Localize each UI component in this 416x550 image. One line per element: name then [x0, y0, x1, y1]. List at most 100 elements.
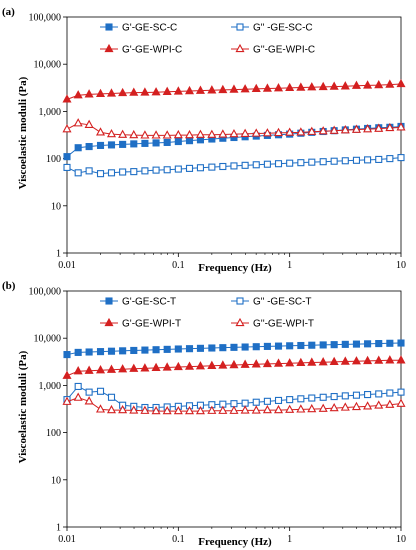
data-point [251, 359, 261, 368]
data-point [297, 395, 305, 403]
data-point [195, 405, 205, 415]
data-point [285, 404, 295, 413]
data-point [330, 393, 338, 401]
data-point [85, 348, 93, 356]
y-axis-title: Viscoelastic moduli (Pa) [17, 76, 29, 189]
legend: G'-GE-SC-T G" -GE-SC-T G'-GE-WPI-T G''-GE-W… [100, 297, 314, 330]
data-point [230, 343, 238, 351]
data-point [251, 405, 261, 414]
data-point [107, 169, 116, 177]
data-point [173, 361, 183, 371]
data-point [329, 125, 339, 134]
data-point [96, 170, 105, 178]
data-point [307, 82, 317, 91]
y-tick-label: 1,000 [39, 381, 62, 392]
data-point [96, 387, 105, 395]
legend-label: G" -GE-SC-C [253, 23, 313, 34]
data-point [162, 405, 172, 415]
data-point [364, 390, 372, 399]
data-point [297, 159, 305, 167]
data-point [151, 405, 161, 415]
x-tick-label: 0.01 [58, 260, 76, 271]
data-point [196, 344, 205, 352]
legend-entry: G'-GE-WPI-T [100, 317, 181, 330]
data-point [364, 156, 372, 164]
data-point [297, 341, 305, 350]
data-point [63, 163, 71, 171]
x-tick-label: 0.1 [172, 260, 185, 271]
data-point [229, 128, 239, 138]
y-tick-label: 1 [56, 523, 61, 534]
data-point [296, 404, 306, 413]
data-point [74, 144, 82, 152]
data-point [273, 404, 284, 414]
data-point [352, 340, 361, 348]
data-point [340, 125, 350, 134]
data-point [341, 392, 349, 400]
data-point [307, 126, 317, 135]
data-point [397, 154, 405, 162]
x-axis-title: Frequency (Hz) [198, 262, 272, 274]
legend-marker [105, 23, 113, 31]
data-point [130, 140, 138, 148]
data-point [240, 128, 250, 137]
data-point [363, 80, 373, 89]
data-point [340, 356, 350, 365]
data-point [240, 359, 250, 368]
legend-label: G''-GE-WPI-C [253, 45, 315, 56]
x-tick-label: 0.01 [58, 534, 76, 545]
legend-entry: G''-GE-WPI-C [231, 43, 315, 56]
data-point [386, 339, 394, 347]
data-point [129, 405, 139, 414]
data-point [207, 85, 217, 94]
x-tick-label: 10 [396, 260, 406, 271]
legend-entry: G" -GE-SC-T [231, 297, 312, 308]
data-point [252, 161, 260, 169]
data-point [286, 342, 294, 350]
data-point [73, 366, 83, 375]
data-point [251, 83, 261, 93]
data-point [185, 345, 194, 353]
data-point [308, 158, 316, 166]
data-point [107, 393, 116, 401]
data-point [74, 169, 82, 177]
chart-panel-a: (a) Frequency (Hz) Viscoelastic moduli (… [2, 6, 406, 274]
data-point [119, 140, 127, 148]
data-point [307, 403, 317, 413]
data-point [241, 161, 249, 169]
y-tick-label: 10,000 [34, 334, 62, 345]
legend-label: G" -GE-SC-T [253, 297, 312, 308]
data-point [273, 83, 284, 92]
data-point [174, 345, 182, 353]
data-point [341, 340, 349, 348]
data-point [363, 124, 373, 133]
data-point [152, 139, 160, 147]
series-1 [63, 339, 405, 359]
data-point [141, 346, 149, 354]
data-point [329, 402, 339, 412]
data-point [95, 365, 106, 374]
data-point [74, 382, 82, 391]
data-point [84, 396, 94, 405]
data-point [375, 155, 383, 163]
data-point [119, 347, 127, 355]
data-point [151, 130, 161, 139]
data-point [363, 355, 373, 365]
data-point [385, 79, 395, 88]
legend-marker [104, 43, 114, 53]
data-point [118, 87, 128, 97]
data-point [375, 390, 383, 398]
series-4 [62, 118, 406, 139]
data-point [375, 340, 383, 348]
data-point [129, 129, 139, 139]
legend-label: G'-GE-WPI-T [122, 319, 181, 330]
data-point [363, 401, 373, 410]
x-tick-label: 1 [287, 260, 292, 271]
data-point [185, 164, 194, 172]
data-point [374, 123, 384, 132]
data-point [229, 359, 239, 369]
data-point [163, 138, 171, 146]
data-point [173, 129, 183, 139]
data-point [330, 157, 338, 165]
data-point [95, 88, 106, 98]
